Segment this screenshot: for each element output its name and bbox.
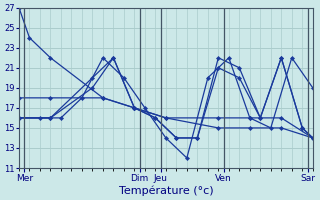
X-axis label: Température (°c): Température (°c) (118, 185, 213, 196)
